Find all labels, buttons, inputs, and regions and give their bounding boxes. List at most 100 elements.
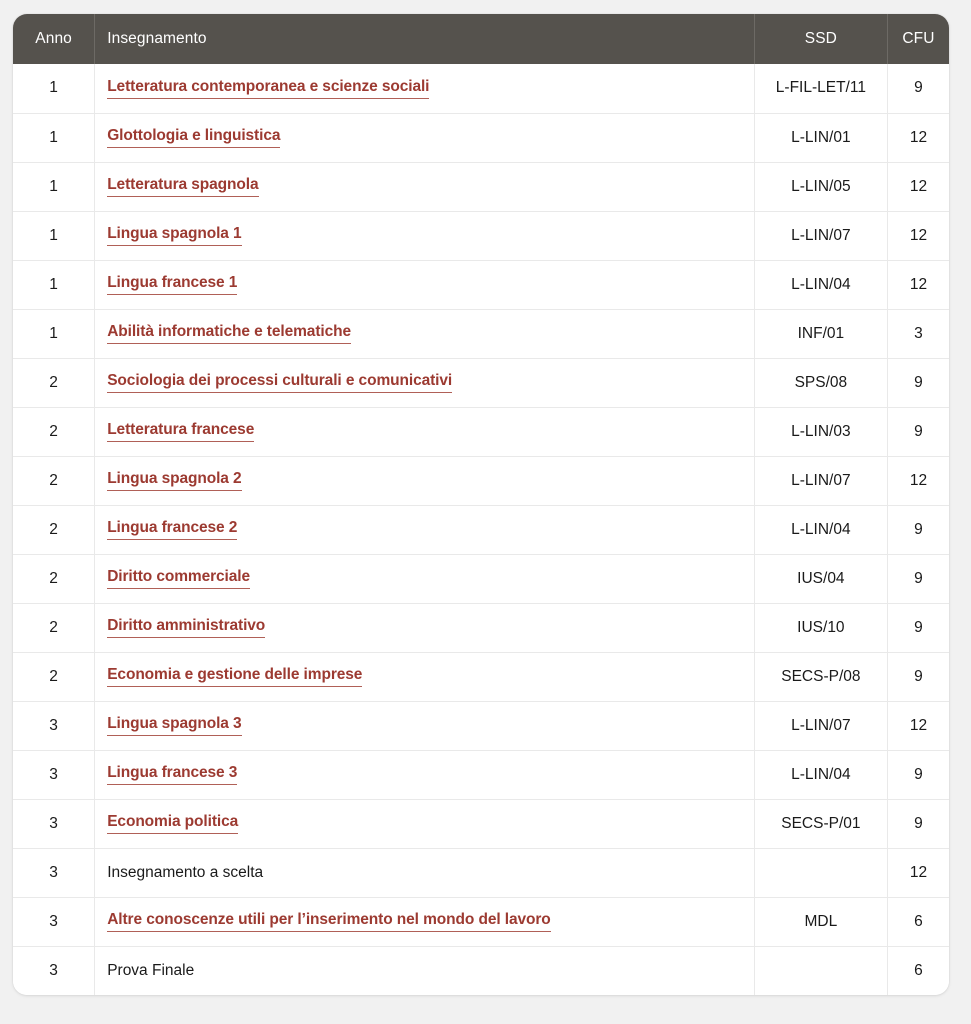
course-link[interactable]: Lingua francese 2	[107, 520, 237, 540]
table-row: 3 Altre conoscenze utili per l’inseriment…	[13, 897, 949, 947]
cell-ssd: MDL	[754, 897, 888, 947]
cell-anno: 2	[13, 505, 96, 555]
cell-insegnamento: Lingua spagnola 3	[94, 701, 755, 751]
cell-insegnamento: Letteratura francese	[94, 407, 755, 457]
cell-ssd: SPS/08	[754, 358, 888, 408]
cell-insegnamento: Diritto commerciale	[94, 554, 755, 604]
cell-ssd: L-LIN/04	[754, 260, 888, 310]
course-link[interactable]: Diritto amministrativo	[107, 618, 265, 638]
course-link[interactable]: Letteratura spagnola	[107, 177, 259, 197]
table-row: 1 Letteratura spagnola L-LIN/05 12	[13, 162, 949, 212]
cell-cfu: 12	[887, 701, 949, 751]
cell-insegnamento: Economia politica	[94, 799, 755, 849]
cell-insegnamento: Lingua francese 3	[94, 750, 755, 800]
column-header-cfu: CFU	[887, 14, 949, 64]
cell-anno: 1	[13, 162, 96, 212]
table-row: 3 Prova Finale 6	[13, 946, 949, 995]
cell-cfu: 12	[887, 211, 949, 261]
cell-insegnamento: Lingua spagnola 1	[94, 211, 755, 261]
course-link[interactable]: Lingua spagnola 1	[107, 226, 242, 246]
cell-ssd: L-LIN/07	[754, 701, 888, 751]
cell-ssd: L-LIN/04	[754, 750, 888, 800]
cell-insegnamento: Prova Finale	[94, 946, 755, 995]
table-header-row: Anno Insegnamento SSD CFU	[13, 14, 949, 64]
table-row: 2 Sociologia dei processi culturali e com…	[13, 358, 949, 408]
cell-anno: 1	[13, 309, 96, 359]
cell-ssd: IUS/10	[754, 603, 888, 653]
cell-anno: 2	[13, 603, 96, 653]
table-row: 2 Letteratura francese L-LIN/03 9	[13, 407, 949, 457]
column-header-anno: Anno	[13, 14, 96, 64]
cell-anno: 2	[13, 554, 96, 604]
cell-cfu: 9	[887, 750, 949, 800]
cell-ssd: L-FIL-LET/11	[754, 64, 888, 114]
cell-cfu: 9	[887, 64, 949, 114]
table-header: Anno Insegnamento SSD CFU	[13, 14, 949, 64]
table-row: 2 Lingua spagnola 2 L-LIN/07 12	[13, 456, 949, 506]
cell-cfu: 12	[887, 162, 949, 212]
cell-ssd: L-LIN/07	[754, 456, 888, 506]
course-label: Prova Finale	[107, 961, 195, 979]
course-link[interactable]: Abilità informatiche e telematiche	[107, 324, 351, 344]
table-row: 2 Diritto commerciale IUS/04 9	[13, 554, 949, 604]
course-link[interactable]: Glottologia e linguistica	[107, 128, 280, 148]
cell-insegnamento: Insegnamento a scelta	[94, 848, 755, 898]
table-body: 1 Letteratura contemporanea e scienze soc…	[13, 64, 949, 995]
cell-anno: 2	[13, 456, 96, 506]
table-row: 3 Economia politica SECS-P/01 9	[13, 799, 949, 849]
table-row: 1 Glottologia e linguistica L-LIN/01 12	[13, 113, 949, 163]
cell-cfu: 9	[887, 505, 949, 555]
cell-anno: 3	[13, 897, 96, 947]
cell-cfu: 9	[887, 407, 949, 457]
course-link[interactable]: Diritto commerciale	[107, 569, 250, 589]
table-row: 2 Diritto amministrativo IUS/10 9	[13, 603, 949, 653]
cell-ssd: INF/01	[754, 309, 888, 359]
cell-insegnamento: Letteratura contemporanea e scienze soci…	[94, 64, 755, 114]
cell-ssd: IUS/04	[754, 554, 888, 604]
cell-cfu: 9	[887, 652, 949, 702]
cell-anno: 1	[13, 211, 96, 261]
cell-ssd: L-LIN/05	[754, 162, 888, 212]
course-label: Insegnamento a scelta	[107, 863, 264, 881]
course-link[interactable]: Letteratura francese	[107, 422, 254, 442]
course-link[interactable]: Altre conoscenze utili per l’inserimento…	[107, 912, 551, 932]
course-link[interactable]: Economia e gestione delle imprese	[107, 667, 362, 687]
cell-cfu: 12	[887, 456, 949, 506]
cell-cfu: 6	[887, 946, 949, 995]
course-link[interactable]: Lingua francese 3	[107, 765, 237, 785]
cell-ssd: SECS-P/01	[754, 799, 888, 849]
course-link[interactable]: Sociologia dei processi culturali e comu…	[107, 373, 452, 393]
cell-anno: 3	[13, 750, 96, 800]
table-row: 1 Abilità informatiche e telematiche INF/0…	[13, 309, 949, 359]
cell-cfu: 6	[887, 897, 949, 947]
cell-anno: 3	[13, 946, 96, 995]
cell-anno: 2	[13, 358, 96, 408]
cell-insegnamento: Economia e gestione delle imprese	[94, 652, 755, 702]
column-header-ssd: SSD	[754, 14, 888, 64]
cell-anno: 2	[13, 407, 96, 457]
course-link[interactable]: Lingua spagnola 2	[107, 471, 242, 491]
table-row: 1 Lingua spagnola 1 L-LIN/07 12	[13, 211, 949, 261]
cell-insegnamento: Lingua francese 2	[94, 505, 755, 555]
cell-cfu: 9	[887, 358, 949, 408]
table-row: 1 Letteratura contemporanea e scienze soc…	[13, 64, 949, 114]
table-row: 3 Insegnamento a scelta 12	[13, 848, 949, 898]
cell-ssd: L-LIN/03	[754, 407, 888, 457]
cell-ssd	[754, 848, 888, 898]
cell-ssd: SECS-P/08	[754, 652, 888, 702]
cell-anno: 3	[13, 848, 96, 898]
course-link[interactable]: Letteratura contemporanea e scienze soci…	[107, 79, 429, 99]
cell-insegnamento: Lingua francese 1	[94, 260, 755, 310]
cell-insegnamento: Lingua spagnola 2	[94, 456, 755, 506]
course-link[interactable]: Economia politica	[107, 814, 238, 834]
cell-ssd: L-LIN/04	[754, 505, 888, 555]
cell-anno: 1	[13, 113, 96, 163]
curriculum-card: Anno Insegnamento SSD CFU 1 Letteratura c…	[13, 14, 949, 995]
cell-insegnamento: Diritto amministrativo	[94, 603, 755, 653]
cell-cfu: 9	[887, 799, 949, 849]
cell-insegnamento: Glottologia e linguistica	[94, 113, 755, 163]
course-link[interactable]: Lingua francese 1	[107, 275, 237, 295]
cell-anno: 1	[13, 260, 96, 310]
course-link[interactable]: Lingua spagnola 3	[107, 716, 242, 736]
